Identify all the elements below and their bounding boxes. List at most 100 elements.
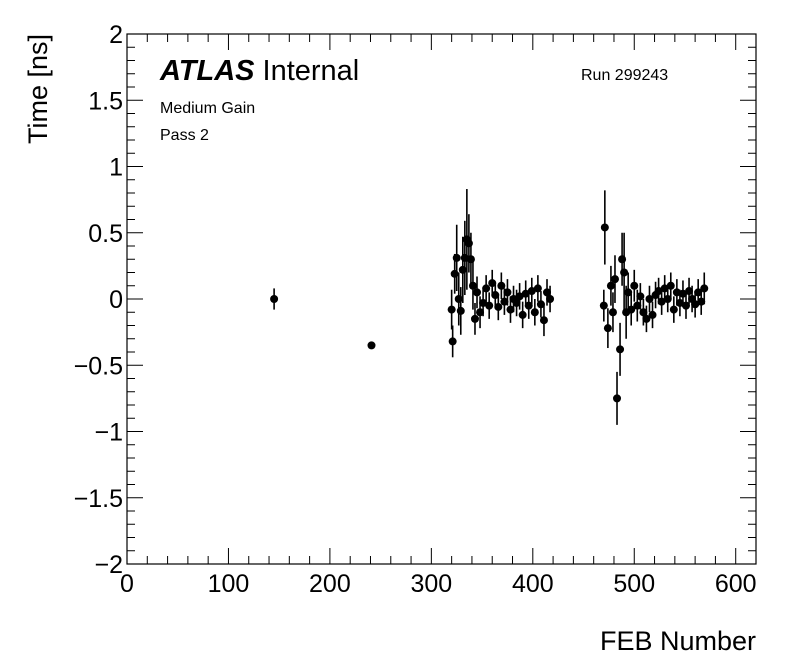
- point-marker: [494, 302, 503, 311]
- y-tick-labels: 2 1.5 1 0.5 0 −0.5 −1 −1.5 −2: [74, 21, 123, 579]
- data-point: [600, 190, 609, 265]
- data-point: [488, 269, 497, 297]
- point-marker: [685, 287, 694, 296]
- point-marker: [600, 223, 609, 232]
- x-tick-label: 200: [309, 570, 351, 598]
- point-marker: [473, 288, 482, 297]
- data-point: [539, 304, 548, 337]
- data-point: [536, 291, 545, 318]
- data-point: [367, 341, 376, 350]
- x-tick-label: 300: [410, 570, 452, 598]
- data-point: [530, 299, 539, 326]
- point-marker: [530, 308, 539, 317]
- data-point: [681, 292, 690, 319]
- point-marker: [527, 287, 536, 296]
- data-point: [666, 272, 675, 299]
- data-point: [452, 224, 461, 292]
- y-tick-label: 0: [109, 286, 123, 314]
- data-point: [485, 292, 494, 319]
- plot-frame: [126, 33, 757, 565]
- y-tick-label: 1.5: [88, 87, 123, 115]
- point-marker: [485, 301, 494, 310]
- data-point: [521, 280, 530, 307]
- data-point: [270, 288, 279, 310]
- y-tick-label: 2: [109, 21, 123, 49]
- point-marker: [456, 306, 465, 315]
- point-marker: [636, 292, 645, 301]
- point-marker: [606, 281, 615, 290]
- data-point: [599, 289, 608, 322]
- point-marker: [524, 301, 533, 310]
- point-marker: [521, 289, 530, 298]
- y-tick-label: 0.5: [88, 220, 123, 248]
- y-tick-label: 1: [109, 154, 123, 182]
- data-point: [630, 269, 639, 302]
- data-point: [447, 289, 456, 330]
- data-point: [697, 288, 706, 315]
- data-point: [613, 371, 622, 425]
- point-marker: [627, 305, 636, 314]
- point-marker: [624, 288, 633, 297]
- data-point: [648, 301, 657, 329]
- point-marker: [482, 284, 491, 293]
- y-axis-title: Time [ns]: [23, 34, 53, 144]
- y-tick-label: −1.5: [74, 485, 123, 513]
- point-marker: [503, 288, 512, 297]
- point-marker: [648, 310, 657, 319]
- point-marker: [488, 279, 497, 288]
- point-marker: [669, 305, 678, 314]
- point-marker: [616, 345, 625, 354]
- data-point: [494, 293, 503, 321]
- point-marker: [515, 292, 524, 301]
- point-marker: [448, 337, 457, 346]
- point-marker: [270, 295, 279, 303]
- data-point: [636, 283, 645, 310]
- point-marker: [630, 281, 639, 290]
- point-marker: [672, 288, 681, 297]
- data-point: [606, 265, 615, 306]
- point-marker: [663, 295, 672, 303]
- data-point: [527, 277, 536, 305]
- point-marker: [466, 255, 475, 264]
- point-marker: [639, 308, 648, 317]
- point-marker: [681, 301, 690, 310]
- x-tick-label: 100: [208, 570, 250, 598]
- point-marker: [491, 291, 500, 300]
- point-marker: [479, 298, 488, 307]
- data-point: [700, 272, 709, 305]
- x-tick-label: 500: [613, 570, 655, 598]
- data-point: [479, 289, 488, 317]
- data-point: [473, 276, 482, 309]
- point-marker: [608, 308, 617, 317]
- atlas-brand: ATLAS: [159, 55, 255, 87]
- pass-label: Pass 2: [160, 127, 209, 144]
- point-marker: [476, 308, 485, 317]
- data-point: [456, 287, 465, 335]
- data-point: [448, 325, 457, 358]
- point-marker: [468, 281, 477, 290]
- point-marker: [697, 297, 706, 306]
- data-point: [497, 272, 506, 299]
- point-marker: [675, 298, 684, 307]
- data-point: [603, 308, 612, 349]
- data-point: [533, 275, 542, 302]
- point-marker: [599, 301, 608, 310]
- x-tick-label: 0: [120, 570, 134, 598]
- x-tick-label: 600: [715, 570, 757, 598]
- point-marker: [452, 253, 461, 262]
- point-marker: [678, 289, 687, 298]
- data-point: [503, 279, 512, 306]
- point-marker: [660, 284, 669, 293]
- data-point: [466, 232, 475, 286]
- gain-label: Medium Gain: [160, 100, 255, 117]
- point-marker: [610, 275, 619, 284]
- data-point: [642, 305, 651, 333]
- x-axis-title: FEB Number: [600, 626, 756, 656]
- point-marker: [694, 288, 703, 297]
- y-tick-label: −2: [94, 551, 123, 579]
- data-point: [610, 255, 619, 303]
- data-point: [678, 280, 687, 307]
- data-point: [482, 275, 491, 302]
- point-marker: [497, 281, 506, 290]
